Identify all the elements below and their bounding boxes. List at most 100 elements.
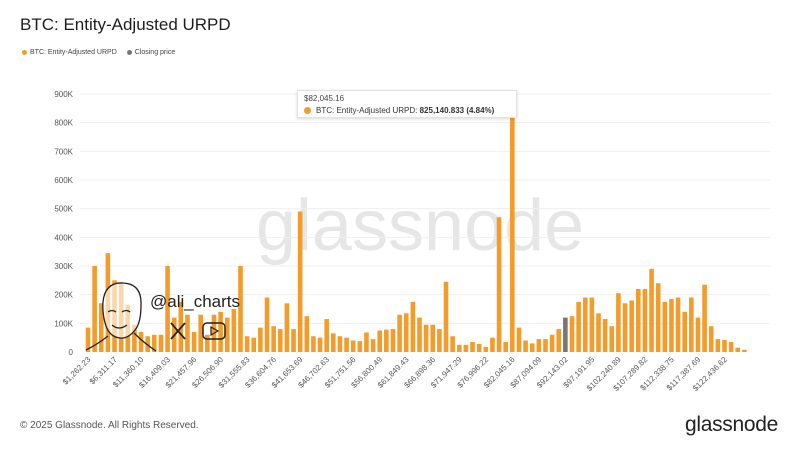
urpd-bar[interactable] <box>311 336 316 352</box>
urpd-bar[interactable] <box>244 336 250 352</box>
urpd-bar[interactable] <box>602 319 608 352</box>
urpd-bar[interactable] <box>198 314 204 352</box>
legend-item-urpd[interactable]: BTC: Entity-Adjusted URPD <box>22 49 117 56</box>
urpd-bar[interactable] <box>331 333 336 352</box>
urpd-bar[interactable] <box>635 288 641 352</box>
urpd-bar[interactable] <box>470 341 475 352</box>
urpd-bar[interactable] <box>496 217 502 352</box>
urpd-bar[interactable] <box>377 330 383 353</box>
urpd-bar[interactable] <box>264 297 270 352</box>
urpd-bar[interactable] <box>297 211 303 352</box>
urpd-bar[interactable] <box>523 340 528 352</box>
urpd-bar[interactable] <box>443 281 449 352</box>
urpd-bar[interactable] <box>675 297 681 352</box>
urpd-bar[interactable] <box>165 266 170 352</box>
urpd-bar[interactable] <box>158 334 164 352</box>
urpd-bar[interactable] <box>576 301 581 352</box>
urpd-bar[interactable] <box>649 268 654 352</box>
urpd-bar[interactable] <box>344 337 349 352</box>
urpd-bar[interactable] <box>616 293 621 352</box>
urpd-bar[interactable] <box>390 329 396 352</box>
urpd-bar[interactable] <box>695 317 701 352</box>
urpd-bar[interactable] <box>132 324 137 352</box>
youtube-icon[interactable] <box>202 322 226 340</box>
urpd-bar[interactable] <box>642 288 648 352</box>
urpd-bar[interactable] <box>224 317 230 352</box>
urpd-bar[interactable] <box>218 311 223 352</box>
urpd-bar[interactable] <box>543 339 548 352</box>
urpd-bar[interactable] <box>450 336 455 352</box>
urpd-bar[interactable] <box>138 331 144 352</box>
urpd-bar[interactable] <box>722 339 727 352</box>
urpd-bar[interactable] <box>708 326 714 352</box>
urpd-bar[interactable] <box>145 336 150 352</box>
urpd-bar[interactable] <box>410 301 416 352</box>
chart-title: BTC: Entity-Adjusted URPD <box>20 15 231 34</box>
urpd-bar[interactable] <box>423 324 429 352</box>
urpd-bar[interactable] <box>205 334 210 352</box>
urpd-bar[interactable] <box>324 319 329 352</box>
urpd-bar[interactable] <box>742 349 747 352</box>
urpd-bar[interactable] <box>370 339 376 352</box>
urpd-bar[interactable] <box>284 303 290 352</box>
urpd-bar[interactable] <box>337 336 343 352</box>
urpd-bar[interactable] <box>622 303 628 352</box>
urpd-bar[interactable] <box>702 284 707 352</box>
urpd-bar[interactable] <box>304 316 310 352</box>
urpd-bar[interactable] <box>536 339 542 352</box>
urpd-bar[interactable] <box>357 341 363 352</box>
urpd-bar[interactable] <box>191 331 197 352</box>
urpd-bar[interactable] <box>655 283 661 352</box>
urpd-bar[interactable] <box>516 327 522 352</box>
urpd-bar[interactable] <box>629 300 634 352</box>
urpd-bar[interactable] <box>364 332 369 352</box>
urpd-bar[interactable] <box>728 341 734 352</box>
urpd-bar[interactable] <box>456 344 462 352</box>
urpd-bar[interactable] <box>596 313 601 352</box>
urpd-bar[interactable] <box>582 297 588 352</box>
urpd-bar[interactable] <box>463 344 469 352</box>
urpd-bar[interactable] <box>231 309 237 352</box>
series-dot-icon <box>304 107 311 115</box>
closing-price-bar[interactable] <box>563 317 568 352</box>
urpd-bar[interactable] <box>556 329 562 352</box>
urpd-bar[interactable] <box>417 317 422 352</box>
urpd-bar[interactable] <box>483 346 489 352</box>
urpd-bar[interactable] <box>384 329 389 352</box>
y-tick-label: 900K <box>54 90 73 99</box>
urpd-bar[interactable] <box>397 314 402 352</box>
urpd-bar[interactable] <box>503 341 508 352</box>
urpd-bar[interactable] <box>682 311 687 352</box>
urpd-bar[interactable] <box>689 297 694 352</box>
urpd-bar[interactable] <box>490 337 495 352</box>
urpd-bar[interactable] <box>529 343 535 352</box>
urpd-bar[interactable] <box>258 327 263 352</box>
urpd-bar[interactable] <box>98 303 104 352</box>
urpd-bar[interactable] <box>476 343 482 352</box>
urpd-bar[interactable] <box>569 316 575 352</box>
urpd-bar[interactable] <box>85 327 91 352</box>
urpd-bar[interactable] <box>662 301 668 352</box>
urpd-bar[interactable] <box>669 298 674 352</box>
x-logo-icon[interactable] <box>170 322 186 340</box>
urpd-bar[interactable] <box>238 266 243 352</box>
legend-item-closing-price[interactable]: Closing price <box>126 49 175 56</box>
urpd-bar[interactable] <box>251 337 257 352</box>
urpd-bar[interactable] <box>735 347 741 352</box>
urpd-bar[interactable] <box>152 334 157 352</box>
urpd-bar[interactable] <box>437 329 442 352</box>
urpd-bar[interactable] <box>510 115 515 353</box>
urpd-bar[interactable] <box>609 326 615 352</box>
urpd-bar[interactable] <box>350 340 356 352</box>
urpd-bar[interactable] <box>317 337 323 352</box>
urpd-bar[interactable] <box>430 324 436 352</box>
urpd-bar[interactable] <box>549 334 555 352</box>
urpd-bar[interactable] <box>715 339 721 352</box>
urpd-bar[interactable] <box>92 266 97 352</box>
urpd-bar[interactable] <box>589 297 595 352</box>
urpd-bar[interactable] <box>185 314 190 352</box>
urpd-bar[interactable] <box>277 329 283 352</box>
urpd-bar[interactable] <box>271 326 276 352</box>
urpd-bar[interactable] <box>403 313 409 352</box>
urpd-bar[interactable] <box>291 329 296 352</box>
